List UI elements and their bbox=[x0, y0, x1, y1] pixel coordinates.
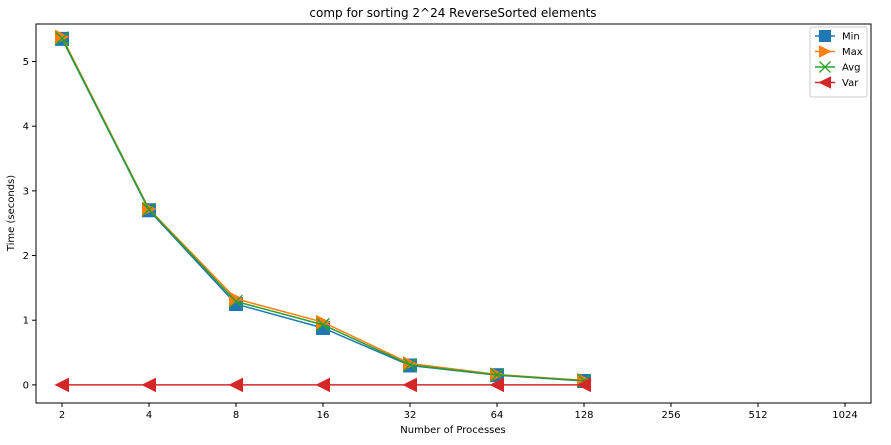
legend-marker bbox=[819, 30, 831, 42]
chart-title: comp for sorting 2^24 ReverseSorted elem… bbox=[309, 6, 596, 20]
y-tick-label: 0 bbox=[23, 380, 29, 391]
y-tick-label: 4 bbox=[23, 122, 29, 133]
x-tick-label: 1024 bbox=[832, 410, 857, 421]
data-point-max bbox=[403, 356, 418, 371]
y-axis-label: Time (seconds) bbox=[6, 175, 17, 252]
legend-marker bbox=[819, 45, 832, 58]
data-point-max bbox=[55, 29, 70, 45]
legend-item-var: Var bbox=[815, 76, 859, 89]
x-tick-label: 4 bbox=[146, 410, 152, 421]
x-tick-label: 32 bbox=[404, 410, 417, 421]
x-tick-label: 2 bbox=[59, 410, 65, 421]
data-point-var bbox=[576, 377, 591, 393]
x-tick-label: 512 bbox=[748, 410, 767, 421]
legend-label: Avg bbox=[842, 63, 861, 74]
x-axis-label: Number of Processes bbox=[400, 425, 505, 436]
data-point-var bbox=[54, 377, 69, 393]
data-point-var bbox=[489, 377, 504, 393]
x-tick-label: 256 bbox=[661, 410, 680, 421]
x-tick-label: 128 bbox=[574, 410, 593, 421]
legend-marker bbox=[819, 61, 831, 73]
series-layer bbox=[54, 29, 592, 393]
data-point-var bbox=[402, 377, 417, 393]
plot-area bbox=[35, 23, 872, 404]
y-axis: 0 1 2 3 4 5 bbox=[23, 57, 36, 391]
legend: Min Max Avg Var bbox=[809, 26, 868, 98]
legend-label: Max bbox=[842, 47, 863, 58]
legend-marker bbox=[818, 76, 831, 89]
y-tick-label: 1 bbox=[23, 316, 29, 327]
legend-box bbox=[809, 26, 868, 98]
data-point-avg bbox=[142, 202, 156, 217]
y-tick-label: 5 bbox=[23, 57, 29, 68]
x-tick-label: 64 bbox=[491, 410, 504, 421]
series-var bbox=[54, 377, 591, 393]
data-point-var bbox=[141, 377, 156, 393]
x-tick-label: 8 bbox=[233, 410, 239, 421]
y-tick-label: 2 bbox=[23, 251, 29, 262]
x-axis: 2 4 8 16 32 64 128 256 512 1024 bbox=[59, 403, 858, 421]
legend-label: Min bbox=[842, 32, 860, 43]
series-min bbox=[55, 31, 591, 389]
x-tick-label: 16 bbox=[317, 410, 330, 421]
data-point-avg bbox=[316, 317, 330, 332]
legend-item-avg: Avg bbox=[815, 61, 861, 74]
data-point-avg bbox=[229, 294, 243, 309]
data-point-var bbox=[228, 377, 243, 393]
legend-label: Var bbox=[842, 78, 859, 89]
legend-item-max: Max bbox=[815, 45, 863, 58]
data-point-avg bbox=[55, 31, 69, 46]
data-point-avg bbox=[403, 357, 417, 372]
legend-item-min: Min bbox=[815, 30, 860, 43]
data-point-var bbox=[315, 377, 330, 393]
y-tick-label: 3 bbox=[23, 186, 29, 197]
